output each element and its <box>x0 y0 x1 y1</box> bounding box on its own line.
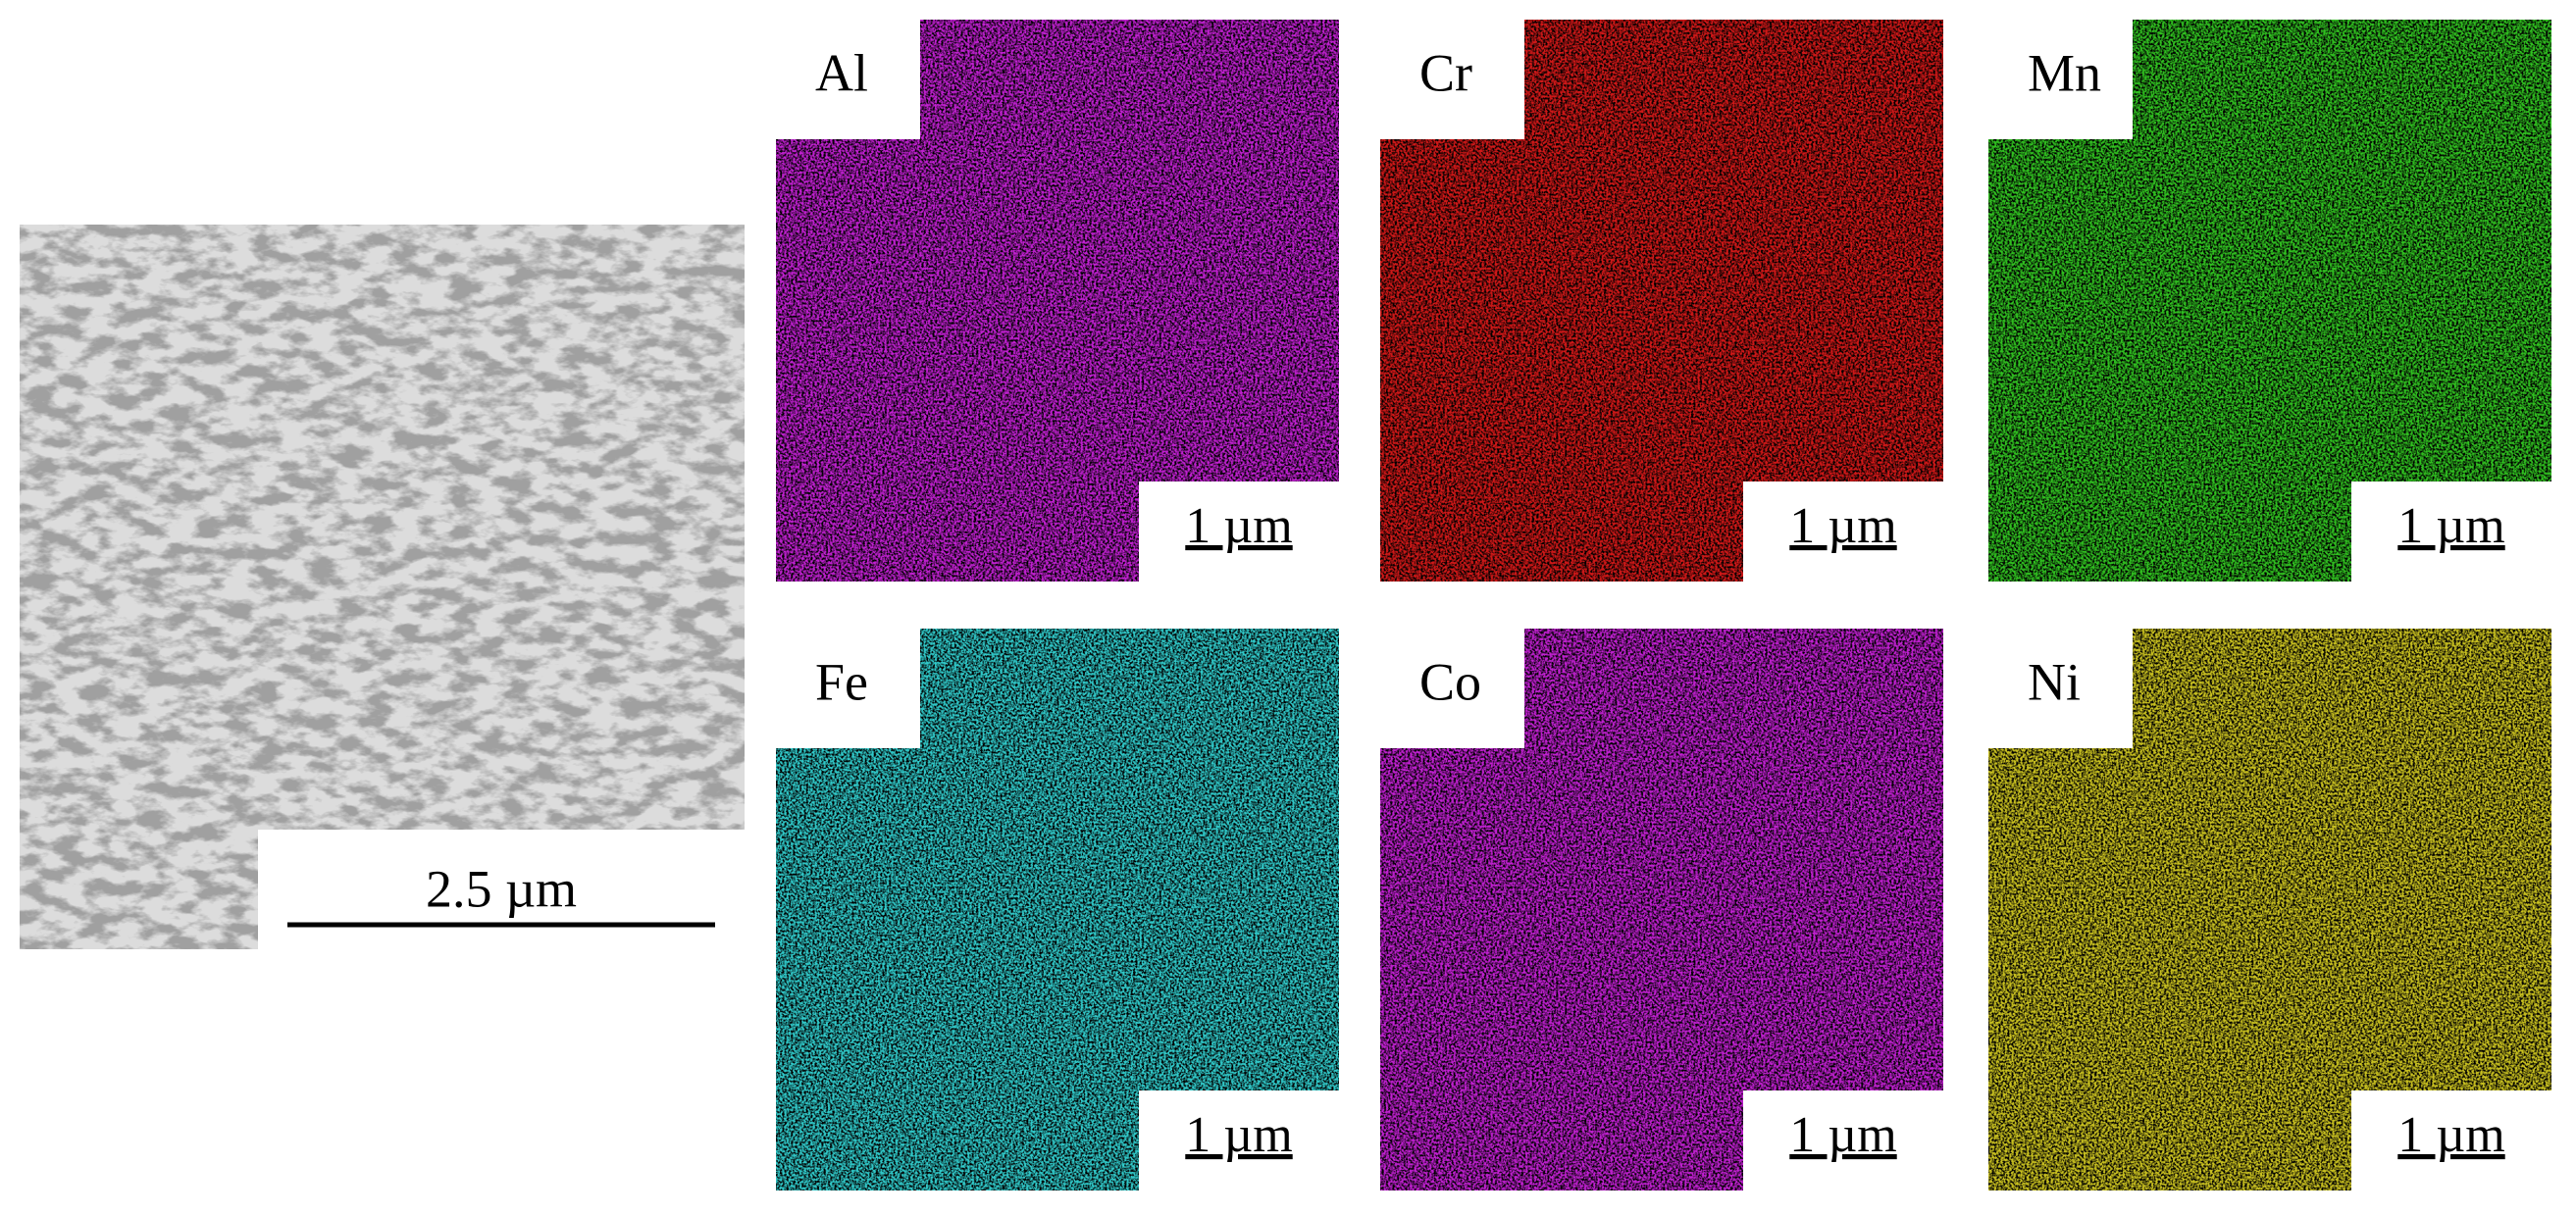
element-map: Cr 1 µm <box>1380 20 1943 582</box>
scale-bar-label: 1 µm <box>1185 498 1292 554</box>
element-label: Al <box>815 43 868 102</box>
scale-bar-box <box>1139 1090 1339 1191</box>
scale-bar-label: 1 µm <box>1789 498 1896 554</box>
scale-bar-label: 2.5 µm <box>426 859 577 918</box>
label-box <box>1988 629 2133 748</box>
element-label: Fe <box>815 652 868 711</box>
label-box <box>1988 20 2133 139</box>
scale-bar-box <box>258 830 745 949</box>
scale-bar-label: 1 µm <box>2397 1107 2504 1163</box>
label-box <box>776 629 920 748</box>
element-map: Ni 1 µm <box>1988 629 2551 1191</box>
scale-bar-label: 1 µm <box>1185 1107 1292 1163</box>
element-label: Ni <box>2028 652 2081 711</box>
element-map: Fe 1 µm <box>776 629 1339 1191</box>
scale-bar-box <box>1743 1090 1943 1191</box>
scale-bar-box <box>2351 481 2551 582</box>
scale-bar-box <box>1743 481 1943 582</box>
sem-image: 2.5 µm <box>20 225 745 949</box>
label-box <box>776 20 920 139</box>
element-label: Co <box>1419 652 1481 711</box>
scale-bar-label: 1 µm <box>2397 498 2504 554</box>
label-box <box>1380 629 1524 748</box>
label-box <box>1380 20 1524 139</box>
element-map: Co 1 µm <box>1380 629 1943 1191</box>
element-map: Al 1 µm <box>776 20 1339 582</box>
scale-bar-label: 1 µm <box>1789 1107 1896 1163</box>
scale-bar-box <box>1139 481 1339 582</box>
sem-texture <box>20 225 745 949</box>
element-label: Cr <box>1419 43 1472 102</box>
scale-bar-box <box>2351 1090 2551 1191</box>
element-map: Mn 1 µm <box>1988 20 2551 582</box>
element-label: Mn <box>2028 43 2101 102</box>
